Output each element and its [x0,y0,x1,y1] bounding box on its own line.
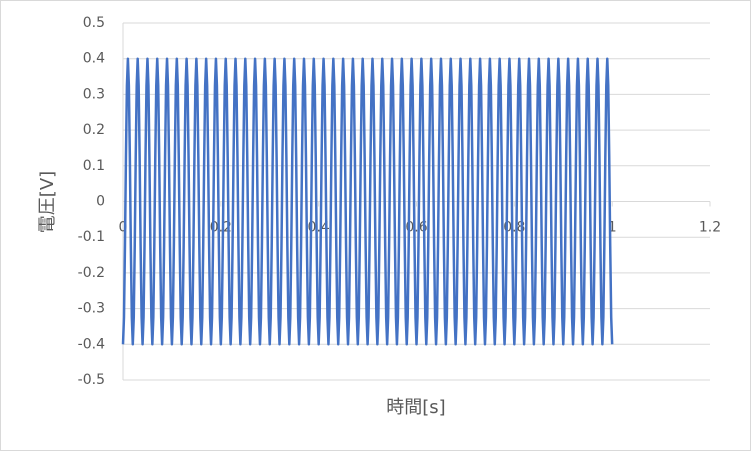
x-tick-label: 1.2 [699,220,721,236]
y-tick-label: -0.4 [78,336,105,352]
x-tick-label: 0.4 [308,220,330,236]
y-tick-label: 0.3 [83,86,105,102]
y-tick-label: 0 [96,194,105,210]
y-axis-title: 電圧[V] [37,171,58,233]
y-tick-label: 0.1 [83,158,105,174]
y-tick-label: -0.3 [78,301,105,317]
y-tick-label: 0.5 [83,15,105,31]
y-tick-label: -0.2 [78,265,105,281]
x-tick-label: 0.8 [503,220,525,236]
y-tick-label: -0.1 [78,229,105,245]
y-tick-label: 0.2 [83,122,105,138]
x-tick-label: 0.2 [210,220,232,236]
y-tick-label: -0.5 [78,372,105,388]
x-tick-label: 0 [119,220,128,236]
x-tick-label: 0.6 [405,220,427,236]
x-tick-label: 1 [608,220,617,236]
x-axis-title: 時間[s] [386,397,445,418]
series-line [121,57,614,346]
y-tick-label: 0.4 [83,51,105,67]
